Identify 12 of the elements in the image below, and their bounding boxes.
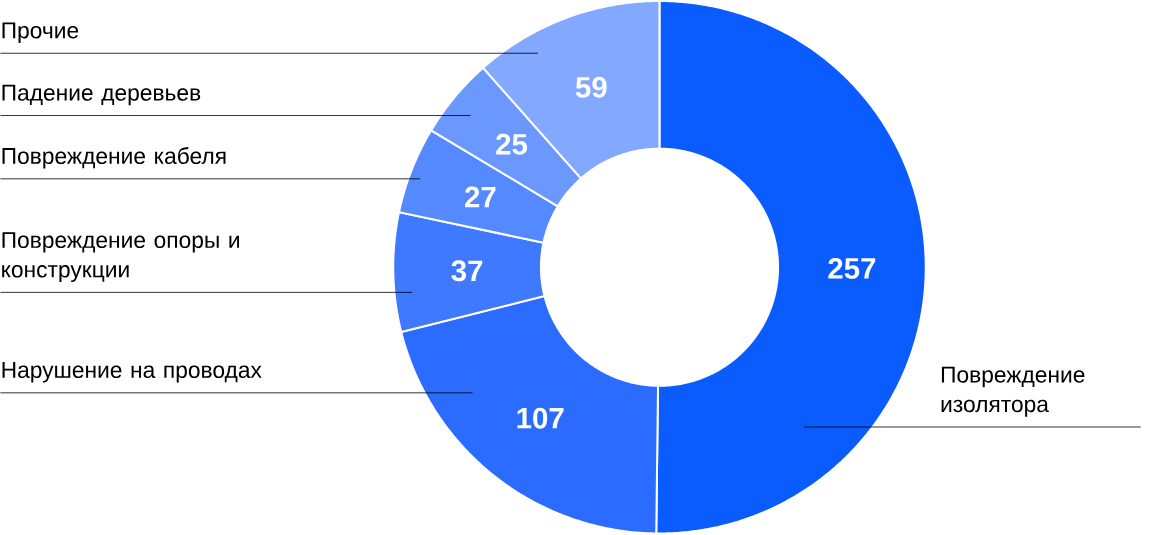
data-label: 107 — [517, 408, 564, 429]
slice-label: Повреждение опоры и конструкции — [2, 232, 240, 283]
data-label: 59 — [575, 77, 607, 98]
data-label: 27 — [465, 186, 496, 208]
slice-label: Падение деревьев — [2, 85, 201, 106]
data-label: 257 — [828, 258, 876, 280]
slice-label: Прочие — [2, 22, 79, 44]
data-label: 37 — [451, 260, 483, 282]
data-label: 25 — [496, 134, 528, 155]
slice-label: Повреждение кабеля — [2, 147, 226, 169]
slice-label: Нарушение на проводах — [2, 362, 262, 383]
slice-label: Повреждение изолятора — [941, 367, 1085, 417]
